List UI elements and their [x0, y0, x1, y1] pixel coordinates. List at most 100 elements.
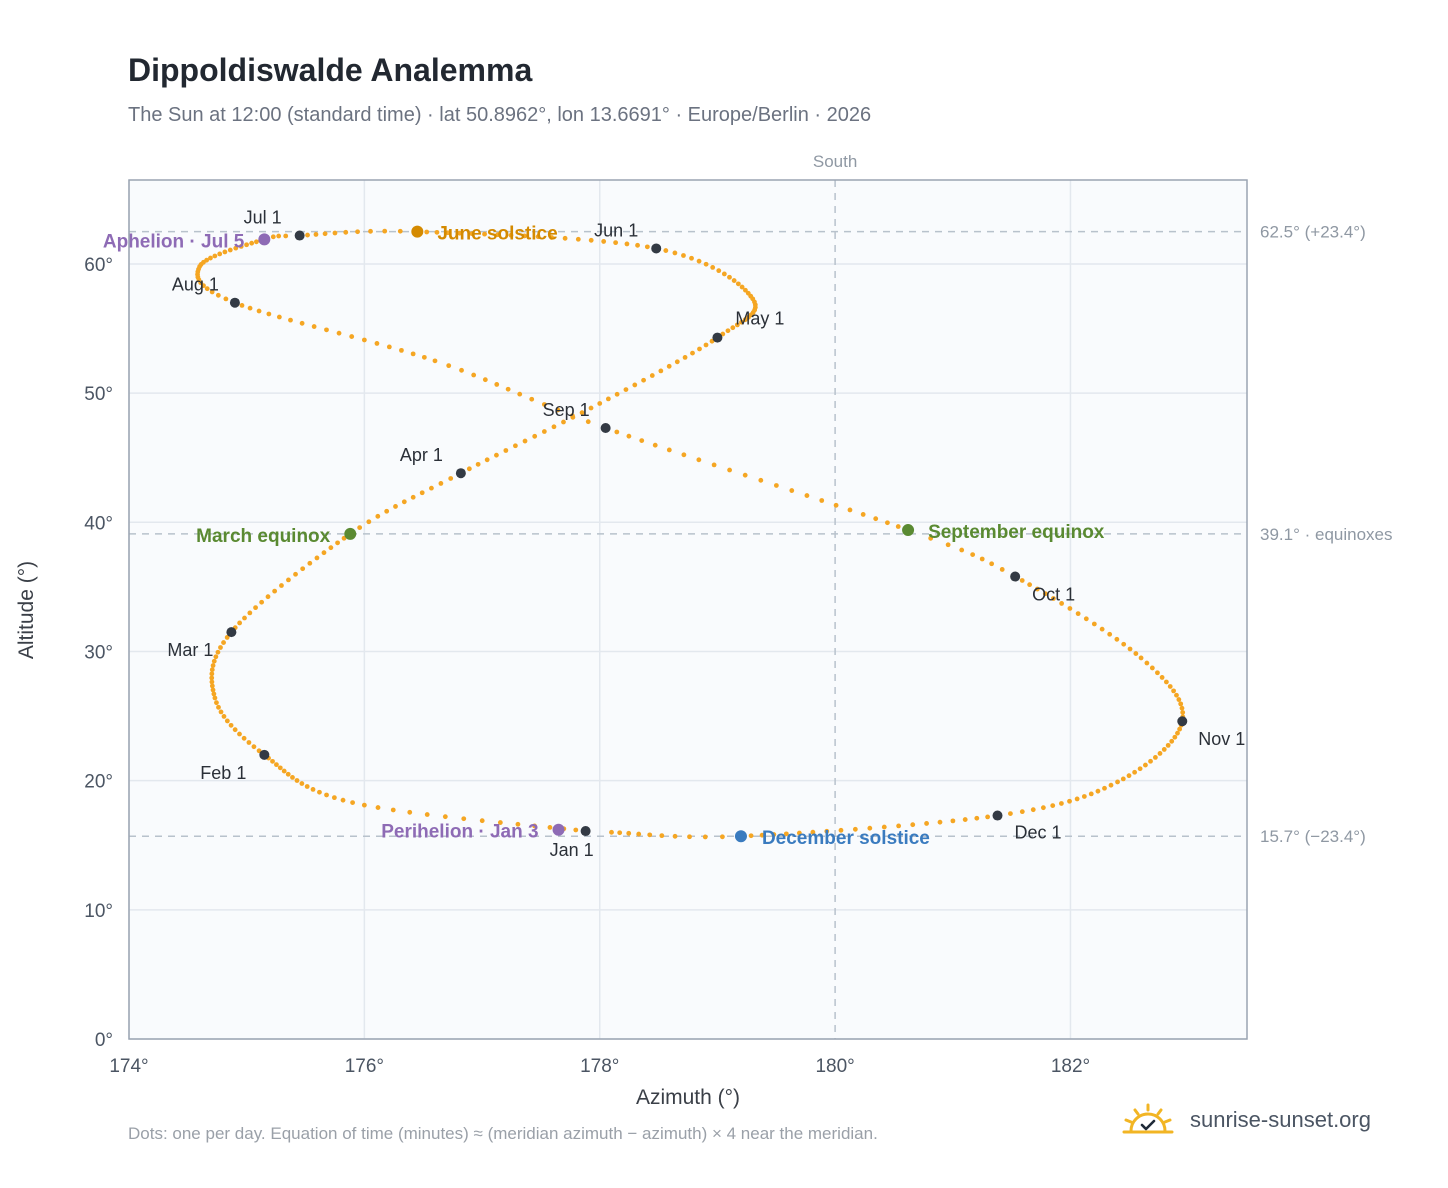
daily-sun-dot — [217, 251, 223, 257]
daily-sun-dot — [1165, 742, 1171, 748]
daily-sun-dot — [448, 476, 454, 481]
daily-sun-dot — [739, 319, 744, 325]
daily-sun-dot — [623, 387, 629, 393]
daily-sun-dot — [725, 328, 731, 334]
daily-sun-dot — [434, 229, 440, 235]
daily-sun-dot — [286, 577, 291, 583]
daily-sun-dot — [218, 709, 224, 715]
daily-sun-dot — [1008, 811, 1013, 816]
daily-sun-dot — [399, 347, 404, 353]
x-tick-label: 180° — [815, 1056, 854, 1077]
sun-logo-icon — [1122, 1103, 1174, 1134]
reference-label: 39.1° · equinoxes — [1260, 525, 1393, 544]
daily-sun-dot — [910, 822, 916, 828]
daily-sun-dot — [945, 542, 951, 548]
daily-sun-dot — [1133, 651, 1139, 656]
daily-sun-dot — [1030, 807, 1036, 813]
daily-sun-dot — [374, 341, 380, 346]
daily-sun-dot — [1059, 801, 1064, 806]
daily-sun-dot — [703, 261, 709, 267]
daily-sun-dot — [928, 535, 934, 541]
month-markers: Jan 1 Feb 1 Mar 1 Apr 1 May 1 Jun 1 Jul 1 Aug 1… — [167, 208, 1245, 860]
month-marker — [992, 810, 1003, 821]
daily-sun-dot — [847, 507, 853, 513]
daily-sun-dot — [442, 814, 448, 820]
daily-sun-dot — [375, 805, 381, 810]
daily-sun-dot — [666, 447, 672, 453]
plot-area — [129, 180, 1247, 1039]
daily-sun-dot — [522, 233, 527, 239]
daily-sun-dot — [457, 230, 463, 236]
month-label: May 1 — [735, 309, 784, 329]
daily-sun-dot — [350, 800, 355, 806]
daily-sun-dot — [641, 377, 646, 383]
daily-sun-dot — [614, 429, 620, 435]
daily-sun-dot — [681, 253, 686, 258]
daily-sun-dot — [658, 368, 664, 374]
daily-sun-dot — [1067, 798, 1072, 804]
daily-sun-dot — [223, 296, 229, 302]
daily-sun-dot — [512, 443, 518, 449]
daily-sun-dot — [475, 461, 481, 467]
daily-sun-dot — [1152, 755, 1158, 760]
daily-sun-dot — [265, 594, 271, 600]
y-tick-label: 40° — [84, 513, 113, 534]
daily-sun-dot — [711, 462, 717, 468]
daily-sun-dot — [873, 516, 879, 522]
daily-sun-dot — [466, 466, 472, 472]
daily-sun-dot — [924, 821, 929, 826]
daily-sun-dot — [209, 675, 215, 681]
daily-sun-dot — [731, 278, 737, 283]
brand[interactable]: sunrise-sunset.org — [1120, 1103, 1371, 1137]
daily-sun-dot — [247, 305, 253, 311]
daily-sun-dot — [328, 545, 334, 551]
daily-sun-dot — [1132, 769, 1138, 775]
daily-sun-dot — [304, 784, 310, 789]
daily-sun-dot — [541, 429, 547, 434]
daily-sun-dot — [1042, 591, 1048, 597]
month-marker — [600, 423, 611, 434]
daily-sun-dot — [551, 424, 557, 430]
daily-sun-dot — [272, 588, 278, 594]
daily-sun-dot — [819, 498, 825, 503]
daily-sun-dot — [305, 232, 310, 238]
daily-sun-dot — [445, 230, 451, 236]
x-tick-label: 178° — [580, 1056, 619, 1077]
daily-sun-dot — [214, 700, 219, 706]
daily-sun-dot — [636, 831, 642, 837]
daily-sun-dot — [1127, 646, 1133, 652]
daily-sun-dot — [1163, 679, 1169, 685]
daily-sun-dot — [999, 567, 1005, 572]
daily-sun-dot — [340, 797, 346, 803]
daily-sun-dot — [211, 691, 217, 697]
daily-sun-dot — [758, 477, 764, 483]
daily-sun-dot — [950, 818, 956, 824]
daily-sun-dot — [962, 817, 968, 822]
daily-sun-dot — [742, 472, 748, 478]
daily-sun-dot — [1051, 596, 1056, 601]
daily-sun-dot — [242, 615, 247, 621]
daily-sun-dot — [833, 502, 839, 508]
daily-sun-dot — [215, 292, 221, 298]
month-label: Feb 1 — [200, 763, 246, 783]
daily-sun-dot — [299, 781, 305, 786]
daily-sun-dot — [532, 433, 538, 439]
daily-sun-dot — [343, 229, 349, 235]
daily-sun-dot — [247, 610, 253, 616]
daily-sun-dot — [838, 827, 844, 833]
daily-sun-dot — [361, 802, 367, 808]
daily-sun-dot — [393, 504, 398, 509]
daily-sun-dot — [208, 255, 213, 261]
daily-sun-dot — [1115, 779, 1120, 785]
reference-label: 15.7° (−23.4°) — [1260, 827, 1366, 846]
daily-sun-dot — [860, 512, 866, 517]
month-marker — [1010, 571, 1021, 582]
event-label: Perihelion · Jan 3 — [381, 822, 538, 843]
daily-sun-dot — [285, 771, 291, 777]
daily-sun-dot — [696, 258, 702, 264]
daily-sun-dot — [213, 654, 219, 660]
daily-sun-dot — [734, 322, 740, 328]
daily-sun-dot — [424, 812, 430, 817]
daily-sun-dot — [270, 758, 275, 764]
daily-sun-dot — [266, 311, 272, 317]
